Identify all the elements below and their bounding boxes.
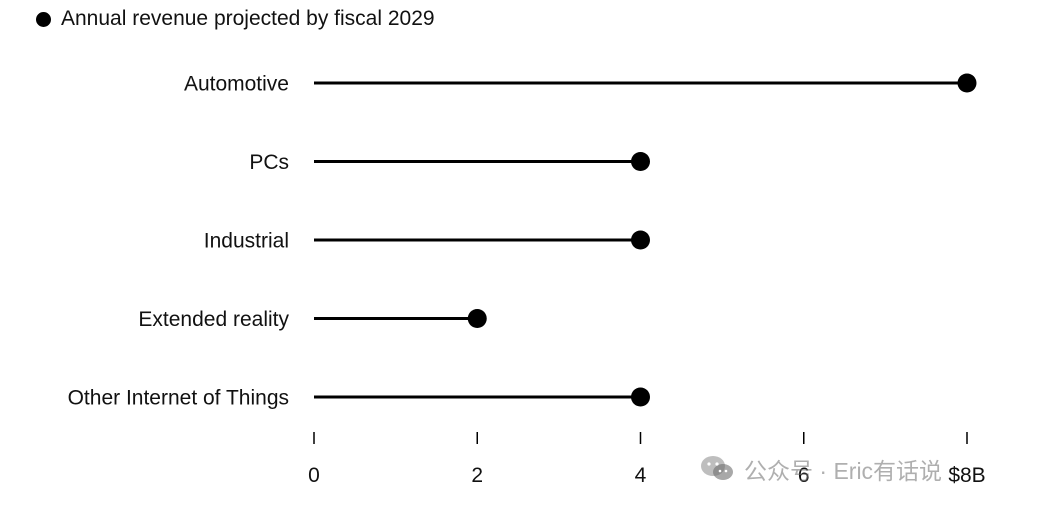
x-tick-label: 2	[471, 464, 483, 487]
category-label: Other Internet of Things	[68, 387, 289, 410]
x-tick-label: 4	[635, 464, 647, 487]
value-dot	[467, 309, 487, 328]
x-tick-label: 0	[308, 464, 320, 487]
category-label: Automotive	[184, 73, 289, 96]
value-dot	[631, 152, 650, 171]
category-label: Industrial	[204, 230, 289, 253]
legend-label: Annual revenue projected by fiscal 2029	[61, 7, 435, 30]
legend: Annual revenue projected by fiscal 2029	[36, 6, 435, 32]
value-dot	[957, 73, 977, 93]
x-tick-label: 6	[798, 464, 810, 487]
value-dot	[631, 230, 650, 250]
legend-marker	[36, 11, 51, 27]
category-label: PCs	[249, 151, 289, 174]
value-dot	[631, 387, 650, 407]
category-label: Extended reality	[138, 308, 289, 331]
x-tick-label: $8B	[948, 464, 985, 487]
